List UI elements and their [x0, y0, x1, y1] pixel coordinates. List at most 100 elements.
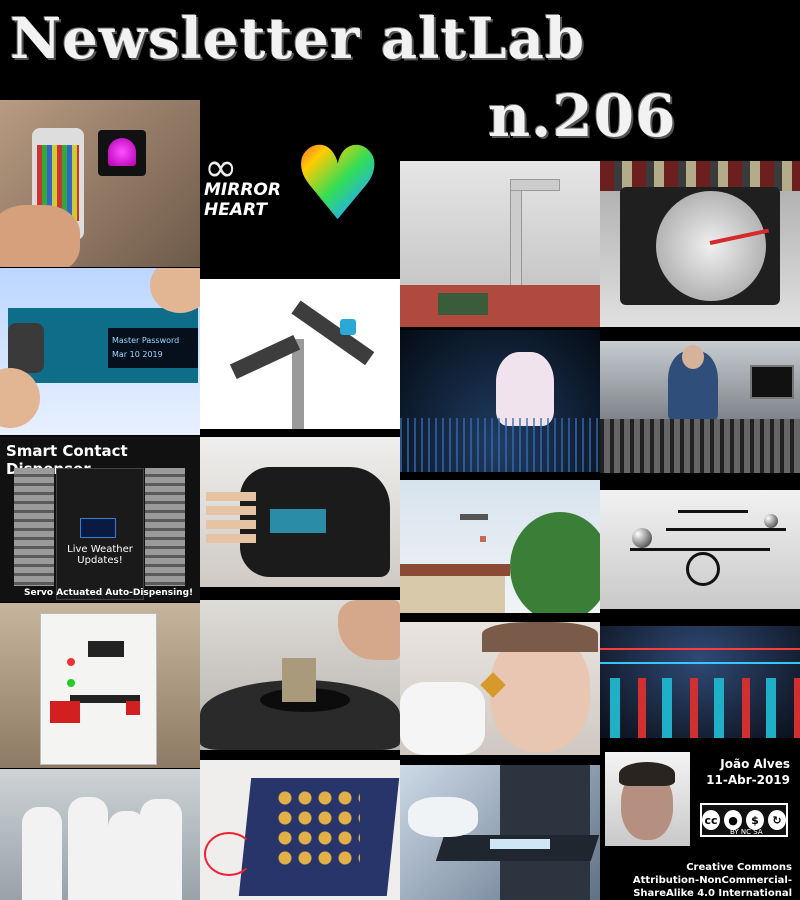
balance-ring	[686, 552, 720, 586]
oled-screen	[108, 328, 198, 368]
nc-icon: $	[746, 810, 764, 830]
photo-wooden-box-coins	[200, 760, 400, 900]
arduino	[438, 293, 488, 315]
mirror-heart-line-1: MIRROR	[204, 180, 281, 200]
person-3	[108, 811, 146, 900]
microscope-body	[500, 765, 590, 900]
dispenser-weather-label: Live Weather Updates!	[67, 544, 133, 566]
author-photo	[605, 752, 690, 846]
dispenser-right-stack	[145, 468, 185, 586]
drone-2	[480, 536, 486, 542]
glove-white	[400, 682, 485, 755]
heart-glow	[108, 138, 136, 166]
table-red	[400, 285, 600, 327]
face	[490, 632, 590, 752]
box-slot	[70, 695, 140, 703]
laser-beam-red	[600, 648, 800, 650]
house-roof	[400, 564, 510, 576]
sa-icon: ↻	[768, 810, 786, 830]
cc-license-badge[interactable]: cc ● $ ↻	[700, 803, 788, 837]
stand-top	[510, 179, 560, 191]
photo-researcher-sample	[400, 622, 600, 755]
laser-beam-blue	[600, 662, 800, 664]
dispenser-oled	[80, 518, 116, 538]
person-2	[68, 797, 108, 900]
cylinder	[282, 658, 316, 702]
sphere-left	[632, 528, 652, 548]
photo-contact-dispenser: Smart Contact Dispenser Live Weather Upd…	[0, 436, 200, 602]
photo-laser-optics	[600, 626, 800, 738]
issue-number: n.206	[488, 82, 677, 150]
drone-1	[460, 514, 488, 520]
license-line-2: Attribution-NonCommercial-	[632, 875, 792, 886]
issue-date: 11-Abr-2019	[706, 773, 790, 787]
robot-arm-2	[229, 334, 301, 380]
oled-line-1: Master Password	[112, 336, 180, 345]
photo-robot-arm	[200, 279, 400, 429]
person-4	[140, 799, 182, 900]
photo-sensor-glove	[200, 437, 400, 587]
sphere-right	[764, 514, 778, 528]
white-box	[40, 613, 157, 765]
scientist-head	[682, 345, 704, 369]
oled-line-2: Mar 10 2019	[112, 350, 163, 359]
cable	[204, 832, 254, 876]
books	[600, 161, 800, 191]
balance-beam-top	[678, 510, 748, 513]
coin-grid	[275, 788, 360, 870]
finger-tips	[206, 492, 256, 547]
red-knob	[126, 701, 140, 715]
photo-magnet-levitation	[200, 600, 400, 750]
finger-right	[150, 268, 200, 313]
gloved-hand	[408, 797, 478, 837]
box-display	[88, 641, 124, 657]
tree	[510, 512, 600, 613]
photo-drones-sky	[400, 480, 600, 613]
page-title: Newsletter altLab	[10, 6, 586, 72]
photo-balance-spheres	[600, 490, 800, 609]
led-red	[67, 658, 75, 666]
by-icon: ●	[724, 810, 742, 830]
rainbow-heart-icon: ♥	[292, 130, 384, 244]
house	[400, 572, 505, 613]
author-name: João Alves	[720, 757, 790, 771]
knob	[8, 323, 44, 373]
cc-badge-label: BY NC SA	[730, 828, 763, 836]
author-hair	[619, 762, 675, 786]
dispenser-footer: Servo Actuated Auto-Dispensing!	[24, 588, 194, 598]
balance-beam-mid	[666, 528, 786, 531]
license-line-1: Creative Commons	[686, 862, 792, 873]
photo-stand-sensor	[400, 161, 600, 327]
robot-pole	[292, 339, 304, 429]
optics-mounts	[610, 678, 800, 738]
photo-mirror-heart: ∞ MIRROR HEART ♥	[200, 130, 400, 277]
photo-microscope	[400, 765, 600, 900]
photo-phone-heart	[0, 100, 200, 267]
monitor	[750, 365, 794, 399]
balance-beam-bottom	[630, 548, 770, 551]
slide	[490, 839, 550, 849]
glove-board	[270, 509, 326, 533]
printed-hand	[496, 352, 554, 426]
glow-grid	[400, 418, 600, 472]
mirror-heart-line-2: HEART	[204, 200, 267, 220]
robot-joint	[340, 319, 356, 335]
optical-table	[600, 419, 800, 473]
photo-optics-lab	[600, 341, 800, 473]
cc-icon: cc	[702, 810, 720, 830]
photo-hard-drive-clock	[600, 161, 800, 327]
hand-pencil	[338, 600, 400, 660]
led-green	[67, 679, 75, 687]
infinity-icon: ∞	[204, 145, 238, 191]
photo-lab-team	[0, 769, 200, 900]
person-1	[22, 807, 62, 900]
hair	[482, 622, 598, 652]
license-line-3: ShareAlike 4.0 International	[633, 888, 792, 899]
photo-glowing-hand	[400, 330, 600, 472]
photo-oled-pcb: Master Password Mar 10 2019	[0, 268, 200, 435]
hand-shape	[0, 205, 80, 267]
photo-white-box-buttons	[0, 603, 200, 768]
red-lever	[50, 701, 80, 723]
platter	[656, 191, 766, 301]
dispenser-left-stack	[14, 468, 54, 586]
